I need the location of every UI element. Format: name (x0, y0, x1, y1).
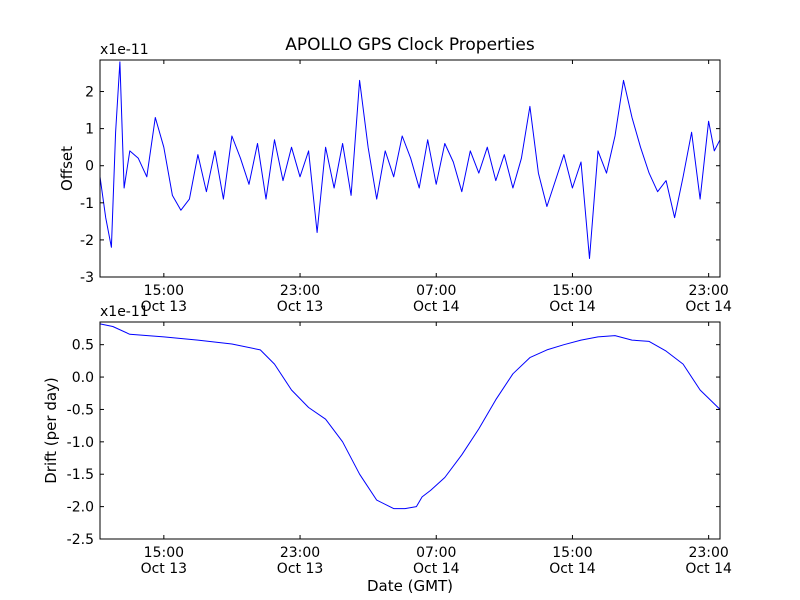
x-tick-date-label: Oct 13 (141, 299, 187, 315)
y-tick-label: -1 (80, 196, 94, 212)
y-axis-label: Offset (58, 146, 76, 191)
x-tick-time-label: 23:00 (280, 545, 320, 561)
plot-frame-1 (99, 321, 721, 540)
x-tick-date-label: Oct 14 (413, 299, 460, 315)
x-tick-date-label: Oct 14 (685, 561, 732, 577)
x-tick-date-label: Oct 14 (685, 299, 732, 315)
y-tick-label: 0 (85, 159, 94, 175)
x-tick-date-label: Oct 14 (549, 299, 596, 315)
series-line-0-0 (99, 61, 721, 259)
x-tick-time-label: 15:00 (552, 283, 592, 299)
x-tick-time-label: 07:00 (416, 545, 456, 561)
x-tick-time-label: 23:00 (688, 283, 728, 299)
chart-title: APOLLO GPS Clock Properties (285, 35, 535, 55)
x-tick-time-label: 07:00 (416, 283, 456, 299)
x-tick-time-label: 23:00 (280, 283, 320, 299)
x-tick-date-label: Oct 14 (549, 561, 596, 577)
plot-frame-0 (99, 59, 721, 278)
y-tick-label: -1.0 (67, 435, 94, 451)
x-tick-time-label: 15:00 (144, 283, 184, 299)
x-tick-time-label: 23:00 (688, 545, 728, 561)
x-tick-time-label: 15:00 (552, 545, 592, 561)
x-tick-date-label: Oct 13 (277, 299, 323, 315)
x-axis-label: Date (GMT) (367, 577, 453, 595)
y-tick-label: -2.5 (67, 532, 94, 548)
series-line-1-0 (99, 323, 721, 510)
x-tick-date-label: Oct 13 (141, 561, 187, 577)
y-tick-label: -1.5 (67, 467, 94, 483)
x-tick-date-label: Oct 13 (277, 561, 323, 577)
y-exponent-label: x1e-11 (100, 42, 149, 58)
y-tick-label: 0.5 (72, 338, 94, 354)
x-tick-date-label: Oct 14 (413, 561, 460, 577)
y-axis-label: Drift (per day) (42, 377, 60, 484)
y-tick-label: 2 (85, 85, 94, 101)
y-tick-label: -2 (80, 233, 94, 249)
x-tick-time-label: 15:00 (144, 545, 184, 561)
y-tick-label: 1 (85, 122, 94, 138)
y-tick-label: -3 (80, 270, 94, 286)
y-exponent-label: x1e-11 (100, 304, 149, 320)
y-tick-label: -0.5 (67, 402, 94, 418)
y-tick-label: -2.0 (67, 500, 94, 516)
y-tick-label: 0.0 (72, 370, 94, 386)
